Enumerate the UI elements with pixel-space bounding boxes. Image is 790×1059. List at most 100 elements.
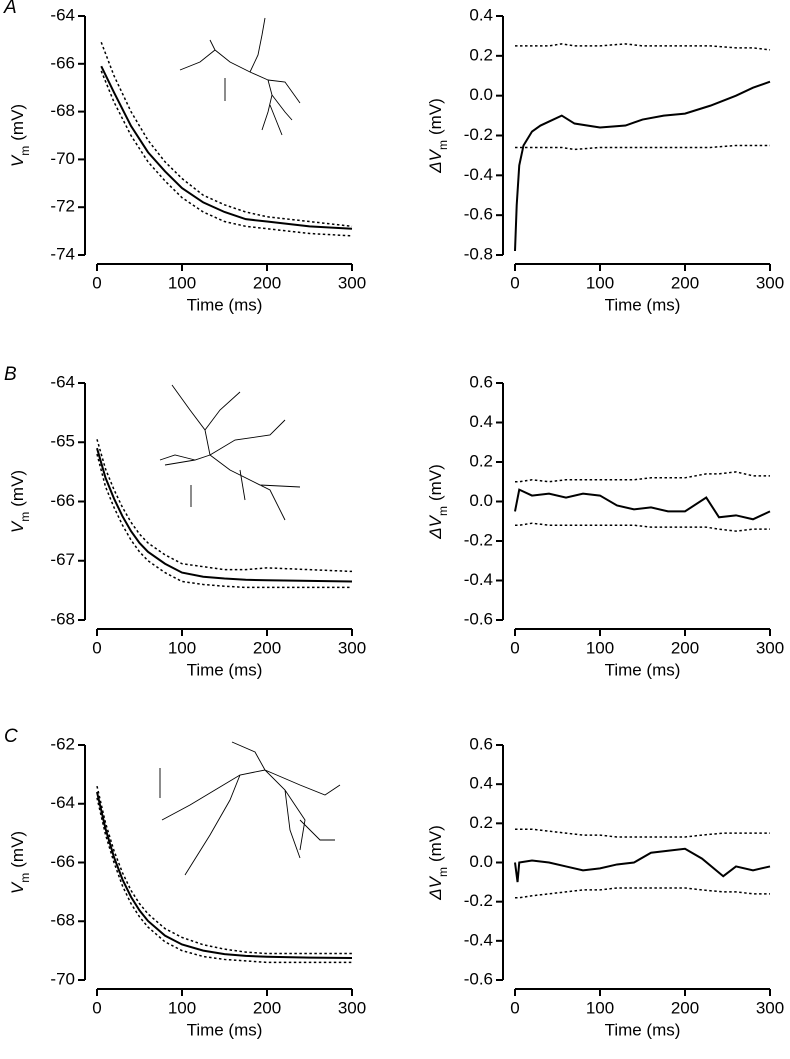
series-line <box>515 887 770 899</box>
y-tick-label: -70 <box>50 149 75 168</box>
x-tick-label: 100 <box>586 998 614 1017</box>
neuron-drawing <box>179 17 301 136</box>
series-line <box>515 471 770 483</box>
y-axis-label: Vm (mV) <box>8 104 32 167</box>
y-tick-label: -64 <box>50 5 75 24</box>
x-tick-label: 300 <box>756 998 784 1017</box>
y-tick-label: 0.6 <box>469 372 493 391</box>
x-axis-label: Time (ms) <box>187 295 263 314</box>
y-tick-label: -0.6 <box>464 609 493 628</box>
x-tick-label: 300 <box>338 273 366 292</box>
series-line <box>515 43 771 51</box>
series-line <box>515 828 770 838</box>
y-axis-label-part: ΔV <box>426 875 445 900</box>
y-tick-label: -68 <box>50 911 75 930</box>
y-tick-label: -70 <box>50 969 75 988</box>
y-tick-label: -66 <box>50 852 75 871</box>
y-tick-label: 0.4 <box>469 412 493 431</box>
y-tick-label: -62 <box>50 734 75 753</box>
series-line <box>96 439 353 573</box>
x-tick-label: 200 <box>253 998 281 1017</box>
x-tick-label: 200 <box>253 638 281 657</box>
y-axis-label-part: (mV) <box>426 464 445 501</box>
y-tick-label: -0.2 <box>464 891 493 910</box>
y-axis-label-part: (mV) <box>426 98 445 135</box>
y-tick-label: 0.4 <box>469 5 493 24</box>
x-tick-label: 0 <box>510 638 519 657</box>
y-axis-label-part: (mV) <box>426 825 445 862</box>
y-tick-label: -66 <box>50 491 75 510</box>
series-line <box>96 447 353 583</box>
series-line <box>96 453 352 589</box>
y-axis-label-part: V <box>8 154 27 167</box>
neuron-drawing <box>159 741 341 876</box>
y-axis-label: Vm (mV) <box>8 831 32 894</box>
y-axis-label-part: m <box>18 512 32 522</box>
x-tick-label: 0 <box>92 273 101 292</box>
x-tick-label: 300 <box>756 638 784 657</box>
y-tick-label: -66 <box>50 53 75 72</box>
y-axis-label-part: (mV) <box>8 104 27 141</box>
x-tick-label: 200 <box>253 273 281 292</box>
series-line <box>100 42 353 228</box>
y-tick-label: -68 <box>50 101 75 120</box>
y-axis-label-part: m <box>436 140 450 150</box>
y-axis-label-part: ΔV <box>426 148 445 173</box>
y-tick-label: -68 <box>50 609 75 628</box>
x-axis-label: Time (ms) <box>605 295 681 314</box>
series-line <box>96 797 352 964</box>
y-tick-label: -0.2 <box>464 125 493 144</box>
y-tick-label: -0.6 <box>464 969 493 988</box>
y-tick-label: -65 <box>50 432 75 451</box>
x-tick-label: 100 <box>168 998 196 1017</box>
x-tick-label: 0 <box>510 998 519 1017</box>
y-tick-label: 0.0 <box>469 491 493 510</box>
y-axis-label-part: m <box>436 506 450 516</box>
y-tick-label: -64 <box>50 793 75 812</box>
y-tick-label: -0.4 <box>464 165 493 184</box>
y-tick-label: 0.6 <box>469 734 493 753</box>
y-axis-label: ΔVm (mV) <box>426 464 450 540</box>
y-axis-label-part: (mV) <box>8 831 27 868</box>
x-tick-label: 0 <box>92 998 101 1017</box>
y-tick-label: -0.2 <box>464 530 493 549</box>
x-tick-label: 0 <box>510 273 519 292</box>
panel-label: B <box>4 364 17 385</box>
y-axis-label: ΔVm (mV) <box>426 825 450 901</box>
y-axis-label-part: V <box>8 881 27 894</box>
x-tick-label: 100 <box>168 638 196 657</box>
x-axis-label: Time (ms) <box>605 660 681 679</box>
y-axis-label: Vm (mV) <box>8 470 32 533</box>
y-tick-label: -0.6 <box>464 205 493 224</box>
x-tick-label: 200 <box>671 998 699 1017</box>
x-tick-label: 200 <box>671 638 699 657</box>
y-tick-label: 0.0 <box>469 85 493 104</box>
panel-label: C <box>4 726 18 747</box>
y-tick-label: 0.2 <box>469 813 493 832</box>
series-line <box>100 70 353 237</box>
x-tick-label: 0 <box>92 638 101 657</box>
y-axis-label-part: V <box>8 520 27 533</box>
series-line <box>515 522 770 532</box>
y-tick-label: -0.4 <box>464 570 493 589</box>
neuron-drawing <box>159 384 301 521</box>
y-axis-label-part: ΔV <box>426 514 445 539</box>
x-axis-label: Time (ms) <box>605 1020 681 1039</box>
y-axis-label-part: m <box>18 873 32 883</box>
y-tick-label: -0.8 <box>464 244 493 263</box>
x-tick-label: 300 <box>338 638 366 657</box>
x-tick-label: 200 <box>671 273 699 292</box>
y-tick-label: -72 <box>50 197 75 216</box>
x-axis-label: Time (ms) <box>187 660 263 679</box>
series-line <box>514 847 771 883</box>
y-tick-label: 0.4 <box>469 774 493 793</box>
y-tick-label: -64 <box>50 372 75 391</box>
series-line <box>96 791 353 959</box>
y-tick-label: -67 <box>50 550 75 569</box>
y-axis-label-part: m <box>436 867 450 877</box>
series-line <box>514 80 771 252</box>
x-tick-label: 300 <box>338 998 366 1017</box>
series-line <box>514 488 771 521</box>
y-tick-label: 0.0 <box>469 852 493 871</box>
